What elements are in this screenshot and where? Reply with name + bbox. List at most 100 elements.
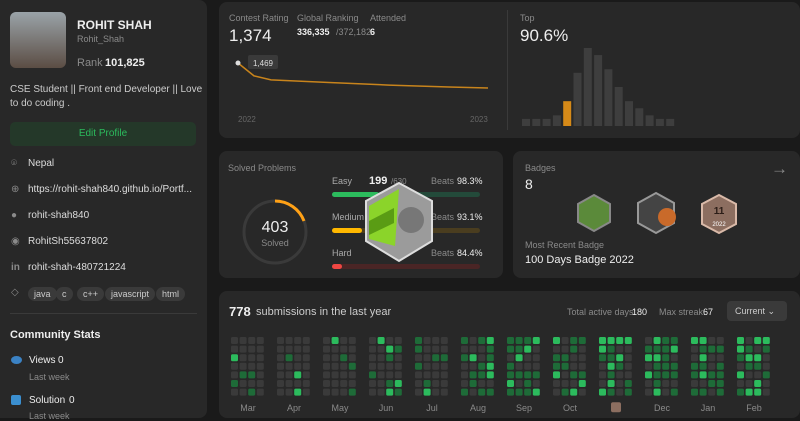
location: Nepal	[28, 158, 55, 169]
heat-cell	[432, 354, 440, 362]
website[interactable]: https://rohit-shah840.github.io/Portf...	[28, 184, 192, 195]
heat-cell	[507, 354, 514, 362]
heat-cell	[302, 354, 310, 362]
heat-cell	[386, 371, 394, 379]
heat-cell	[532, 337, 540, 344]
heat-cell	[415, 354, 422, 362]
heat-cell	[331, 362, 339, 370]
heat-cell	[515, 371, 523, 379]
heat-cell	[432, 362, 440, 370]
edit-profile-button[interactable]: Edit Profile	[10, 122, 196, 146]
month-label: Dec	[654, 403, 671, 413]
divider	[10, 313, 197, 314]
github-icon: ●	[11, 210, 18, 221]
heat-cell	[377, 388, 385, 396]
heat-cell	[285, 337, 293, 344]
month-label: Jun	[379, 403, 394, 413]
distribution-bar	[583, 48, 592, 126]
heat-cell	[708, 354, 716, 362]
heat-cell	[624, 380, 632, 387]
active-label: Total active days:	[567, 307, 637, 317]
heat-cell	[415, 345, 422, 353]
rating-line	[237, 62, 489, 89]
badges-count: 8	[525, 176, 533, 192]
month-label: Apr	[287, 403, 301, 413]
heat-cell	[532, 345, 540, 353]
heat-cell	[461, 354, 468, 362]
distribution-bar	[635, 108, 644, 126]
heat-cell	[440, 354, 448, 362]
year-label: 2023	[470, 115, 488, 124]
heat-cell	[248, 371, 256, 379]
heat-cell	[432, 371, 440, 379]
heat-cell	[348, 380, 356, 387]
heat-cell	[469, 371, 477, 379]
heat-cell	[239, 371, 247, 379]
heat-cell	[394, 380, 402, 387]
row-label: Hard	[332, 248, 352, 258]
heat-cell	[737, 380, 744, 387]
github[interactable]: rohit-shah840	[28, 210, 90, 221]
distribution-bar	[532, 118, 541, 126]
heat-cell	[486, 354, 494, 362]
heat-cell	[323, 354, 330, 362]
username: Rohit_Shah	[77, 34, 125, 44]
badge-icon-text: 2022	[712, 222, 726, 228]
heat-cell	[231, 362, 238, 370]
heat-cell	[423, 388, 431, 396]
solved-count: 403	[262, 219, 289, 236]
linkedin[interactable]: rohit-shah-480721224	[28, 262, 126, 273]
row-label: Easy	[332, 176, 353, 186]
heat-cell	[294, 362, 302, 370]
heat-cell	[478, 371, 486, 379]
heat-cell	[754, 362, 762, 370]
heat-cell	[762, 371, 770, 379]
heat-cell	[662, 388, 670, 396]
heat-cell	[645, 380, 652, 387]
heat-cell	[699, 345, 707, 353]
distribution-bar	[522, 118, 530, 126]
heat-cell	[340, 345, 348, 353]
heat-cell	[277, 380, 284, 387]
heat-cell	[440, 345, 448, 353]
heat-cell	[754, 345, 762, 353]
year-dropdown[interactable]: Current ⌄	[727, 301, 787, 321]
views-label: Views	[29, 355, 56, 366]
heat-cell	[461, 371, 468, 379]
heat-cell	[469, 388, 477, 396]
skill-tag: c	[56, 287, 73, 301]
heat-cell	[248, 345, 256, 353]
heat-cell	[716, 380, 724, 387]
row-label: Medium	[332, 212, 364, 222]
heat-cell	[524, 337, 532, 344]
twitter[interactable]: RohitSh55637802	[28, 236, 109, 247]
profile-panel: ROHIT SHAH Rohit_Shah Rank 101,825 CSE S…	[0, 0, 207, 421]
skill-tag: html	[156, 287, 186, 301]
solved-card: Solved Problems	[219, 151, 503, 278]
heat-cell	[486, 380, 494, 387]
heat-cell	[570, 380, 578, 387]
arrow[interactable]: →	[771, 159, 788, 178]
bio-line: CSE Student || Front end Developer || Lo…	[10, 84, 203, 95]
heat-cell	[461, 362, 468, 370]
heat-cell	[662, 371, 670, 379]
heat-cell	[708, 337, 716, 344]
heat-cell	[277, 354, 284, 362]
heat-cell	[394, 345, 402, 353]
heat-cell	[578, 354, 586, 362]
heat-cell	[302, 371, 310, 379]
distribution-bar	[594, 55, 603, 126]
heat-cell	[331, 371, 339, 379]
heat-cell	[532, 354, 540, 362]
heat-cell	[423, 362, 431, 370]
heat-cell	[277, 337, 284, 344]
heat-cell	[754, 354, 762, 362]
recent-label: Most Recent Badge	[525, 240, 605, 250]
active-days: 180	[632, 307, 648, 317]
heat-cell	[323, 345, 330, 353]
heat-cell	[423, 345, 431, 353]
heat-cell	[645, 354, 652, 362]
heat-cell	[616, 337, 624, 344]
heat-cell	[377, 371, 385, 379]
heat-cell	[440, 388, 448, 396]
